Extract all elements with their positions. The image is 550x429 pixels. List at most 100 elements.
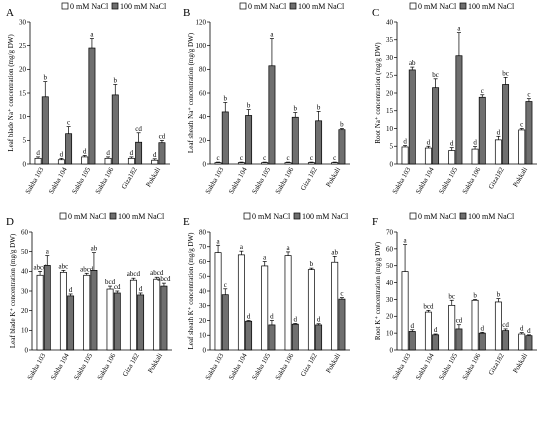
- significance-label: abcd: [150, 269, 164, 277]
- significance-label: c: [287, 154, 290, 162]
- category-label: Sakha 105: [70, 166, 92, 196]
- significance-label: a: [240, 243, 244, 251]
- bar-salt: [111, 94, 119, 165]
- category-label: Giza 182: [299, 352, 319, 378]
- legend-swatch-salt: [293, 212, 301, 220]
- category-label: Giza182: [120, 166, 139, 191]
- y-tick-label: 5: [390, 143, 394, 151]
- y-tick-label: 10: [386, 125, 394, 133]
- bar-control: [471, 299, 479, 351]
- significance-label: a: [287, 244, 291, 252]
- category-label: Sakha 104: [414, 166, 436, 196]
- y-tick-label: 20: [199, 317, 207, 325]
- significance-label: d: [497, 128, 501, 136]
- category-label: Pokkali: [144, 166, 162, 189]
- bar-control: [448, 150, 456, 165]
- bar-control: [401, 146, 409, 165]
- significance-label: abcd: [127, 270, 141, 278]
- legend-swatch-salt: [289, 2, 297, 10]
- significance-label: cd: [502, 321, 509, 329]
- bar-control: [104, 157, 112, 165]
- significance-label: d: [130, 149, 134, 157]
- legend-swatch-salt: [111, 2, 119, 10]
- significance-label: a: [404, 237, 408, 245]
- category-label: Sakha 103: [204, 352, 226, 382]
- significance-label: d: [83, 147, 87, 155]
- significance-label: c: [263, 154, 266, 162]
- panel-letter: C: [372, 7, 379, 19]
- legend-label-control: 0 mM NaCl: [252, 212, 291, 221]
- legend-swatch-salt: [109, 212, 117, 220]
- category-label: Sakha 106: [461, 352, 483, 382]
- legend-swatch-salt: [459, 212, 467, 220]
- legend-swatch-salt: [459, 2, 467, 10]
- bar-salt: [478, 332, 486, 351]
- significance-label: b: [294, 105, 298, 113]
- significance-label: cd: [159, 132, 166, 140]
- significance-label: d: [411, 322, 415, 330]
- y-tick-label: 20: [199, 137, 207, 145]
- y-tick-label: 60: [199, 89, 207, 97]
- y-tick-label: 30: [386, 54, 394, 62]
- panel-letter: B: [183, 7, 190, 19]
- category-label: Sakha 104: [49, 352, 71, 382]
- bar-control: [424, 147, 432, 165]
- significance-label: b: [224, 94, 228, 102]
- bar-salt: [245, 320, 253, 351]
- category-label: Sakha 103: [26, 352, 48, 382]
- category-label: Sakha 106: [274, 166, 296, 196]
- y-tick-label: 0: [203, 346, 207, 354]
- category-label: Sakha 105: [250, 352, 272, 382]
- significance-label: d: [36, 149, 40, 157]
- significance-label: b: [340, 121, 344, 129]
- bar-salt: [43, 265, 51, 351]
- significance-label: d: [69, 286, 73, 294]
- bar-control: [83, 274, 91, 351]
- legend-label-control: 0 mM NaCl: [418, 2, 457, 11]
- significance-label: a: [90, 31, 94, 39]
- category-label: Sakha 106: [461, 166, 483, 196]
- significance-label: bcd: [423, 302, 434, 310]
- bar-control: [151, 159, 159, 165]
- category-label: Sakha 103: [391, 166, 413, 196]
- y-tick-label: 20: [19, 66, 27, 74]
- category-label: Giza 182: [121, 352, 141, 378]
- y-tick-label: 20: [386, 89, 394, 97]
- bar-control: [261, 265, 269, 351]
- bar-salt: [88, 47, 96, 165]
- significance-label: b: [247, 102, 251, 110]
- significance-label: cd: [456, 317, 463, 325]
- bar-control: [106, 288, 114, 351]
- legend-swatch-control: [409, 212, 417, 220]
- bar-salt: [315, 120, 323, 165]
- bar-control: [401, 271, 409, 351]
- y-tick-label: 0: [203, 160, 207, 168]
- bar-salt: [65, 133, 73, 165]
- panel-a: A 0 mM NaCl 100 mM NaCl 0 5 10 15 20 25 30 Leaf bl…: [6, 2, 170, 195]
- bar-control: [153, 278, 161, 351]
- y-tick-label: 40: [386, 279, 394, 287]
- bar-salt: [338, 298, 346, 351]
- significance-label: d: [317, 316, 321, 324]
- legend-swatch-control: [239, 2, 247, 10]
- significance-label: c: [481, 87, 484, 95]
- bar-control: [424, 311, 432, 351]
- bar-control: [261, 162, 269, 165]
- bar-salt: [221, 294, 229, 351]
- bar-control: [237, 162, 245, 165]
- significance-label: c: [217, 154, 220, 162]
- significance-label: d: [294, 315, 298, 323]
- bar-control: [284, 255, 292, 351]
- bar-control: [494, 301, 502, 351]
- legend-label-control: 0 mM NaCl: [68, 212, 107, 221]
- y-tick-label: 40: [386, 18, 394, 26]
- legend-label-control: 0 mM NaCl: [248, 2, 287, 11]
- bar-control: [59, 271, 67, 351]
- significance-label: bc: [502, 69, 509, 77]
- panel-c: C 0 mM NaCl 100 mM NaCl 0 5 10 15 20 25 30 35 40 Roo…: [372, 2, 537, 195]
- y-tick-label: 30: [19, 18, 27, 26]
- bar-control: [127, 157, 135, 165]
- panel-letter: D: [6, 216, 14, 228]
